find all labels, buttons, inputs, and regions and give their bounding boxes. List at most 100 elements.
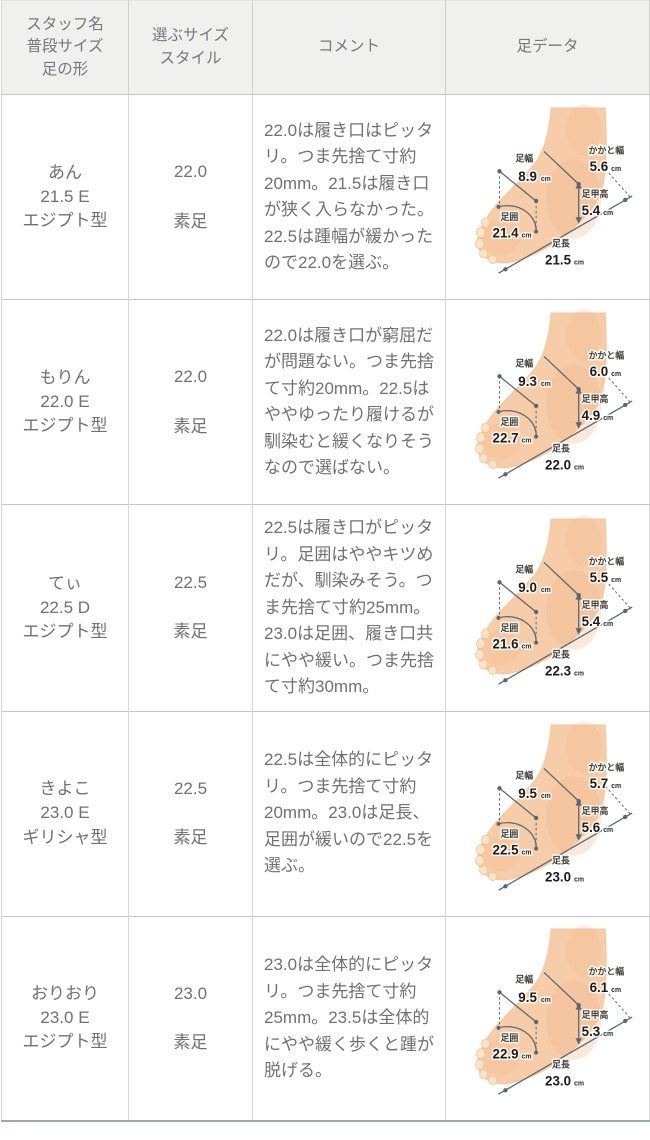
table-body: あん 21.5 E エジプト型 22.0 素足 22.0は履き口はピッタリ。つま… <box>1 94 650 1121</box>
foot-length-label: 足長 <box>551 649 569 659</box>
heel-width-label: かかと幅 <box>588 555 624 566</box>
foot-data-cell: 足幅 9.3 cm かかと幅 6.0 cm 足甲高 4.9 cm 足囲 22.7 cm … <box>445 299 650 505</box>
staff-foot-shape: ギリシャ型 <box>22 827 108 847</box>
measurement-labels: 足幅 9.0 cm かかと幅 5.5 cm 足甲高 5.4 cm 足囲 21.6 cm … <box>491 554 626 680</box>
foot-data-cell: 足幅 8.9 cm かかと幅 5.6 cm 足甲高 5.4 cm 足囲 21.4 cm … <box>445 94 650 300</box>
heel-width-value: 5.7 cm <box>589 776 621 791</box>
foot-measurement-diagram: 足幅 9.0 cm かかと幅 5.5 cm 足甲高 5.4 cm 足囲 21.6 cm … <box>474 514 632 685</box>
measurement-labels: 足幅 9.5 cm かかと幅 6.1 cm 足甲高 5.3 cm 足囲 22.9 cm … <box>491 964 626 1090</box>
staff-usual-size: 23.0 E <box>40 803 90 823</box>
measurement-lines <box>496 972 632 1096</box>
foot-length-label: 足長 <box>551 239 569 249</box>
staff-name: あん <box>48 162 82 182</box>
measurement-labels: 足幅 8.9 cm かかと幅 5.6 cm 足甲高 5.4 cm 足囲 21.4 cm … <box>491 143 626 269</box>
heel-width-label: かかと幅 <box>588 349 624 360</box>
header-chosen-size: 選ぶサイズ スタイル <box>128 0 253 95</box>
instep-height-label: 足甲高 <box>581 1009 608 1020</box>
foot-width-value: 8.9 cm <box>518 169 551 184</box>
foot-length-value: 22.3 cm <box>545 663 584 678</box>
measurement-lines <box>496 355 632 479</box>
staff-usual-size: 22.5 D <box>39 597 91 617</box>
staff-foot-shape: エジプト型 <box>22 211 108 231</box>
foot-girth-label: 足囲 <box>500 828 518 838</box>
comment-cell: 22.5は全体的にピッタリ。つま先捨て寸約20mm。23.0は足長、足囲が緩いの… <box>252 710 446 916</box>
foot-data-cell: 足幅 9.5 cm かかと幅 6.1 cm 足甲高 5.3 cm 足囲 22.9 cm … <box>445 915 650 1121</box>
table-row: きよこ 23.0 E ギリシャ型 22.5 素足 22.5は全体的にピッタリ。つ… <box>1 710 650 916</box>
chosen-size: 22.0 <box>173 162 208 182</box>
heel-width-value: 6.0 cm <box>589 364 621 379</box>
foot-length-label: 足長 <box>551 1060 569 1070</box>
heel-width-value: 5.5 cm <box>589 570 621 585</box>
size-cell: 22.0 素足 <box>128 94 253 300</box>
comment-text: 22.0は履き口はピッタリ。つま先捨て寸約20mm。21.5は履き口が狭く入らな… <box>264 120 434 273</box>
chosen-size: 22.0 <box>173 367 208 387</box>
staff-foot-shape: エジプト型 <box>22 621 108 641</box>
foot-width-value: 9.0 cm <box>518 580 551 595</box>
comment-cell: 22.0は履き口が窮屈だが問題ない。つま先捨て寸約20mm。22.5はややゆった… <box>252 299 446 505</box>
instep-height-value: 5.3 cm <box>581 1024 613 1039</box>
comment-text: 22.5は履き口がピッタリ。足囲はややキツめだが、馴染みそう。つま先捨て寸約25… <box>264 518 434 696</box>
staff-name: おりおり <box>31 984 99 1004</box>
comment-text: 22.5は全体的にピッタリ。つま先捨て寸約20mm。23.0は足長、足囲が緩いの… <box>264 750 434 876</box>
foot-girth-label: 足囲 <box>500 212 518 222</box>
staff-name: もりん <box>39 367 91 387</box>
staff-cell: あん 21.5 E エジプト型 <box>1 94 129 300</box>
measurement-lines <box>496 150 632 274</box>
comment-text: 22.0は履き口が窮屈だが問題ない。つま先捨て寸約20mm。22.5はややゆった… <box>264 325 434 478</box>
foot-data-cell: 足幅 9.5 cm かかと幅 5.7 cm 足甲高 5.6 cm 足囲 22.5 cm … <box>445 710 650 916</box>
heel-width-value: 5.6 cm <box>589 159 621 174</box>
heel-width-label: かかと幅 <box>588 966 624 977</box>
staff-foot-shape: エジプト型 <box>22 416 108 436</box>
staff-usual-size: 22.0 E <box>40 391 90 411</box>
heel-width-label: かかと幅 <box>588 144 624 155</box>
foot-girth-label: 足囲 <box>500 623 518 633</box>
comment-text: 23.0は全体的にピッタリ。つま先捨て寸約25mm。23.5は全体的にやや緩く歩… <box>264 955 434 1080</box>
foot-data-cell: 足幅 9.0 cm かかと幅 5.5 cm 足甲高 5.4 cm 足囲 21.6 cm … <box>445 504 650 711</box>
foot-measurement-diagram: 足幅 8.9 cm かかと幅 5.6 cm 足甲高 5.4 cm 足囲 21.4 cm … <box>474 103 632 274</box>
staff-cell: きよこ 23.0 E ギリシャ型 <box>1 710 129 916</box>
instep-height-label: 足甲高 <box>581 188 608 199</box>
foot-width-label: 足幅 <box>515 152 533 163</box>
comment-cell: 22.0は履き口はピッタリ。つま先捨て寸約20mm。21.5は履き口が狭く入らな… <box>252 94 446 300</box>
table-row: もりん 22.0 E エジプト型 22.0 素足 22.0は履き口が窮屈だが問題… <box>1 299 650 505</box>
comment-cell: 23.0は全体的にピッタリ。つま先捨て寸約25mm。23.5は全体的にやや緩く歩… <box>252 915 446 1121</box>
style-label: 素足 <box>173 828 208 847</box>
size-cell: 22.5 素足 <box>128 710 253 916</box>
foot-illustration <box>474 514 607 675</box>
foot-length-value: 23.0 cm <box>545 869 584 884</box>
header-row: スタッフ名 普段サイズ 足の形 選ぶサイズ スタイル コメント 足データ <box>1 0 650 95</box>
foot-girth-value: 22.9 cm <box>492 1047 531 1062</box>
header-foot-data: 足データ <box>445 0 650 95</box>
staff-cell: てぃ 22.5 D エジプト型 <box>1 504 129 711</box>
foot-girth-value: 22.5 cm <box>492 842 531 857</box>
chosen-size: 23.0 <box>173 983 208 1003</box>
foot-illustration <box>474 308 607 469</box>
foot-width-value: 9.5 cm <box>518 786 551 801</box>
measurement-lines <box>496 767 632 891</box>
measurement-labels: 足幅 9.5 cm かかと幅 5.7 cm 足甲高 5.6 cm 足囲 22.5 cm … <box>491 759 626 885</box>
foot-girth-value: 22.7 cm <box>492 431 531 446</box>
table-row: おりおり 23.0 E エジプト型 23.0 素足 23.0は全体的にピッタリ。… <box>1 915 650 1121</box>
chosen-size: 22.5 <box>173 778 208 798</box>
staff-usual-size: 23.0 E <box>40 1008 90 1028</box>
foot-girth-value: 21.6 cm <box>492 636 531 651</box>
instep-height-label: 足甲高 <box>581 805 608 816</box>
foot-length-value: 22.0 cm <box>545 457 584 472</box>
staff-name: てぃ <box>48 573 82 593</box>
style-label: 素足 <box>173 622 208 642</box>
style-label: 素足 <box>173 416 208 436</box>
measurement-labels: 足幅 9.3 cm かかと幅 6.0 cm 足甲高 4.9 cm 足囲 22.7 cm … <box>491 348 626 474</box>
foot-width-label: 足幅 <box>515 357 533 368</box>
foot-width-label: 足幅 <box>515 769 533 780</box>
foot-measurement-diagram: 足幅 9.5 cm かかと幅 5.7 cm 足甲高 5.6 cm 足囲 22.5 cm … <box>474 720 632 891</box>
heel-width-label: かかと幅 <box>588 761 624 772</box>
foot-illustration <box>474 720 607 881</box>
staff-name: きよこ <box>39 779 91 799</box>
table-row: てぃ 22.5 D エジプト型 22.5 素足 22.5は履き口がピッタリ。足囲… <box>1 504 650 711</box>
size-cell: 22.0 素足 <box>128 299 253 505</box>
instep-height-label: 足甲高 <box>581 599 608 610</box>
size-cell: 22.5 素足 <box>128 504 253 711</box>
foot-width-value: 9.5 cm <box>518 990 551 1005</box>
header-comment: コメント <box>252 0 446 95</box>
